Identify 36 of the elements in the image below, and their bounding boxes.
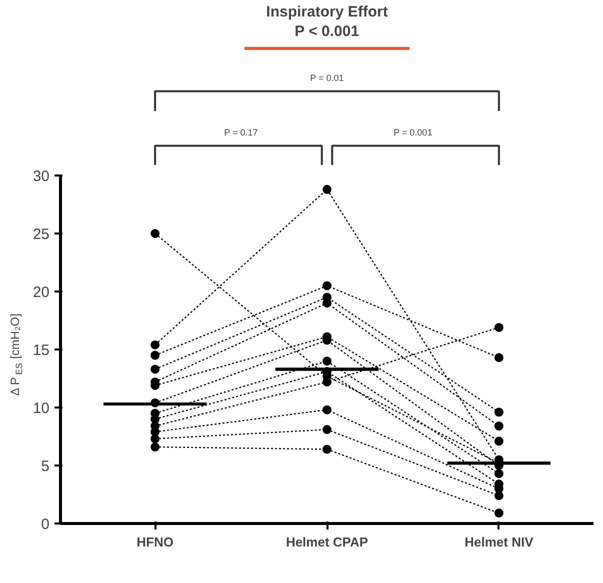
x-tick-label: Helmet NIV: [464, 534, 534, 550]
chart-subtitle: P < 0.001: [294, 23, 360, 40]
point: [322, 405, 332, 414]
point: [322, 281, 332, 290]
chart-title: Inspiratory Effort: [266, 3, 388, 20]
point: [150, 434, 160, 444]
point: [494, 422, 504, 431]
y-tick-label: 20: [32, 284, 50, 301]
point: [494, 322, 504, 332]
point: [494, 508, 504, 518]
point: [150, 350, 160, 360]
point: [322, 425, 332, 434]
point: [150, 340, 160, 350]
point: [150, 229, 160, 238]
y-tick-label: 10: [32, 400, 50, 417]
y-tick-label: 25: [32, 226, 50, 243]
point: [322, 184, 332, 194]
point: [494, 408, 504, 417]
y-tick-label: 15: [32, 342, 50, 359]
point: [494, 353, 504, 362]
text: P = 0.01: [310, 73, 344, 83]
y-tick-label: 5: [41, 458, 50, 475]
y-tick-label: 30: [32, 168, 50, 185]
point: [150, 442, 160, 452]
point: [494, 436, 504, 446]
text: P = 0.001: [394, 127, 432, 138]
point: [494, 469, 504, 478]
y-axis-title: Δ PES [cmH₂O]: [8, 314, 24, 396]
x-tick-label: Helmet CPAP: [286, 534, 368, 550]
point: [494, 491, 504, 500]
point: [322, 444, 332, 454]
text: P = 0.17: [224, 127, 258, 138]
x-tick-label: HFNO: [136, 534, 174, 550]
point: [150, 364, 160, 374]
y-tick-label: 0: [41, 516, 50, 533]
point: [322, 356, 332, 366]
